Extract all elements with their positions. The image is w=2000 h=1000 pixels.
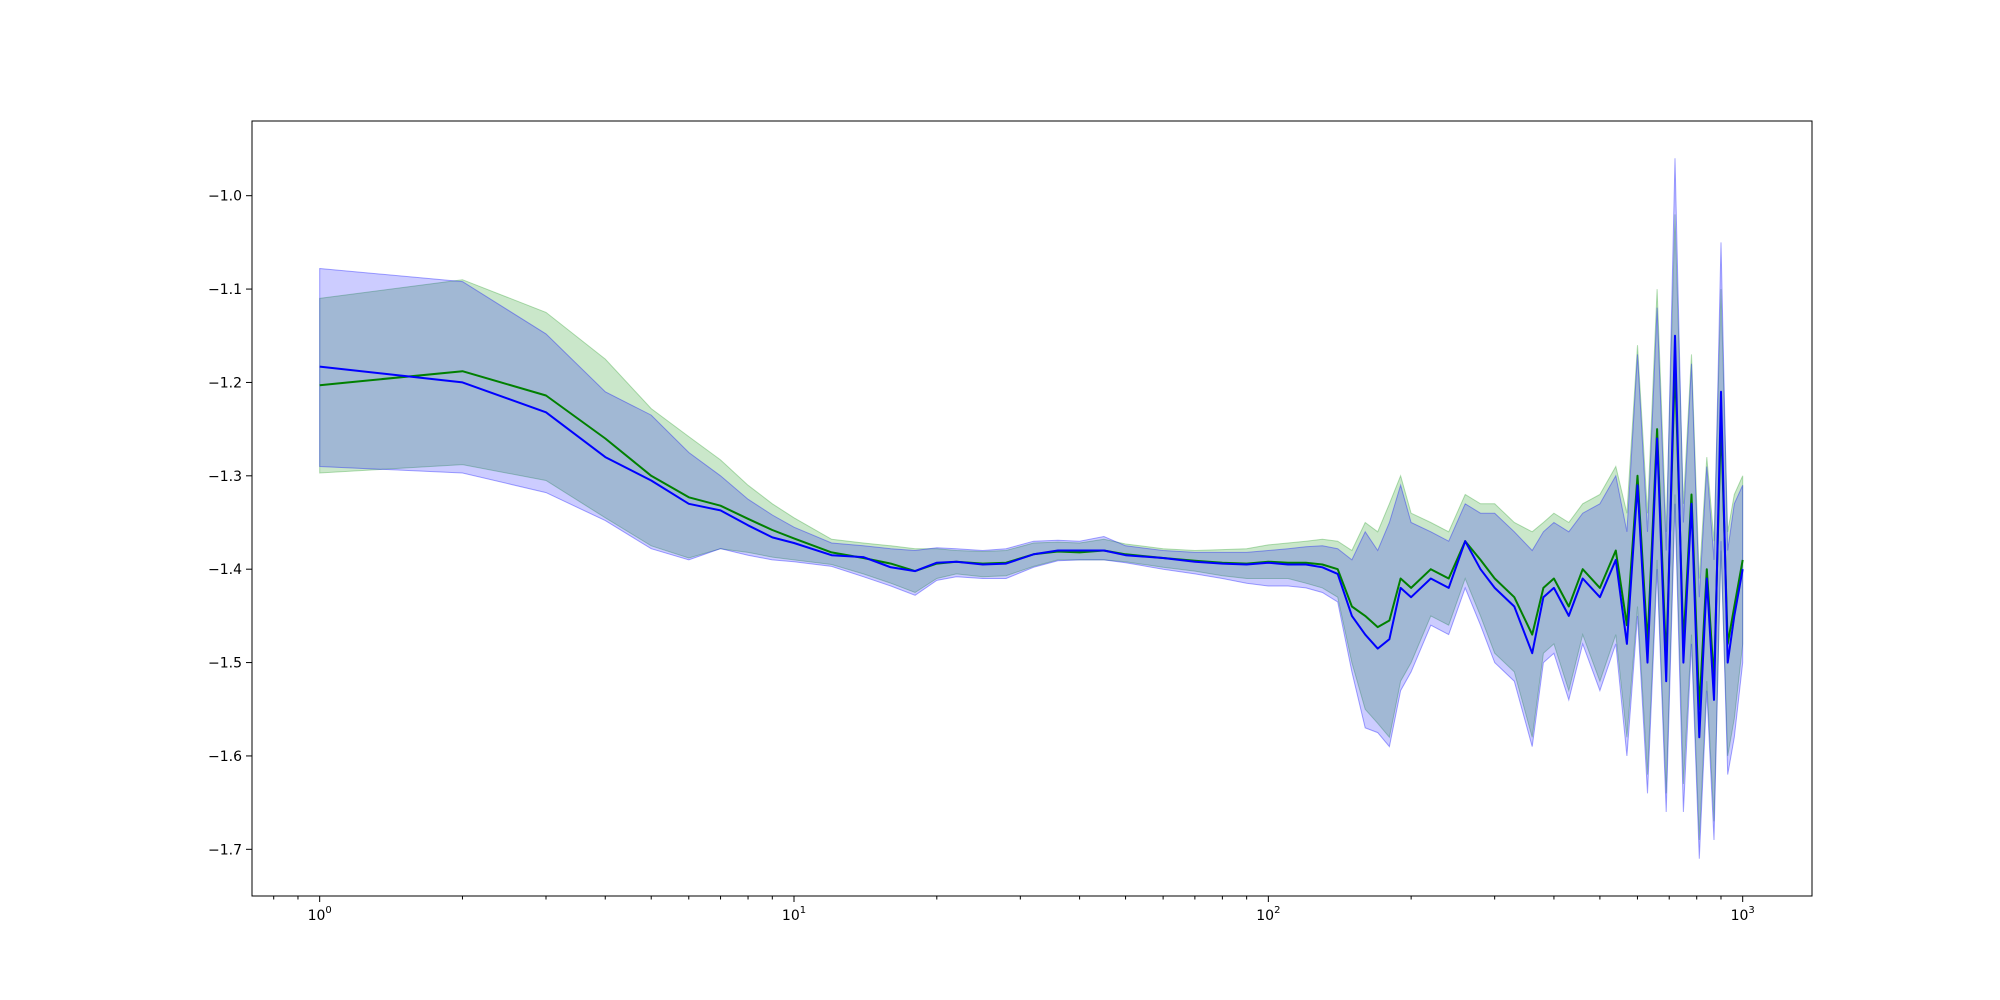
x-tick-label: 101 bbox=[782, 905, 806, 924]
x-tick-label: 103 bbox=[1731, 905, 1755, 924]
confidence-bands bbox=[319, 158, 1744, 859]
y-tick-label: −1.0 bbox=[208, 189, 242, 205]
x-tick-label: 100 bbox=[308, 905, 332, 924]
x-axis: 100 101 102 103 bbox=[273, 896, 1755, 924]
y-axis: −1.0 −1.1 −1.2 −1.3 −1.4 −1.5 −1.6 −1.7 bbox=[208, 189, 252, 858]
y-tick-label: −1.6 bbox=[208, 749, 242, 765]
x-tick-label: 102 bbox=[1256, 905, 1280, 924]
y-tick-label: −1.7 bbox=[208, 842, 242, 858]
y-tick-label: −1.5 bbox=[208, 656, 242, 672]
series-lines bbox=[319, 334, 1744, 739]
y-tick-label: −1.3 bbox=[208, 469, 242, 485]
y-tick-label: −1.1 bbox=[208, 282, 242, 298]
series-line-2 bbox=[319, 334, 1744, 739]
series-band-2 bbox=[319, 158, 1744, 859]
y-tick-label: −1.2 bbox=[208, 375, 242, 391]
series-band-1 bbox=[319, 214, 1744, 841]
axes-frame bbox=[251, 120, 1813, 897]
y-tick-label: −1.4 bbox=[208, 562, 242, 578]
